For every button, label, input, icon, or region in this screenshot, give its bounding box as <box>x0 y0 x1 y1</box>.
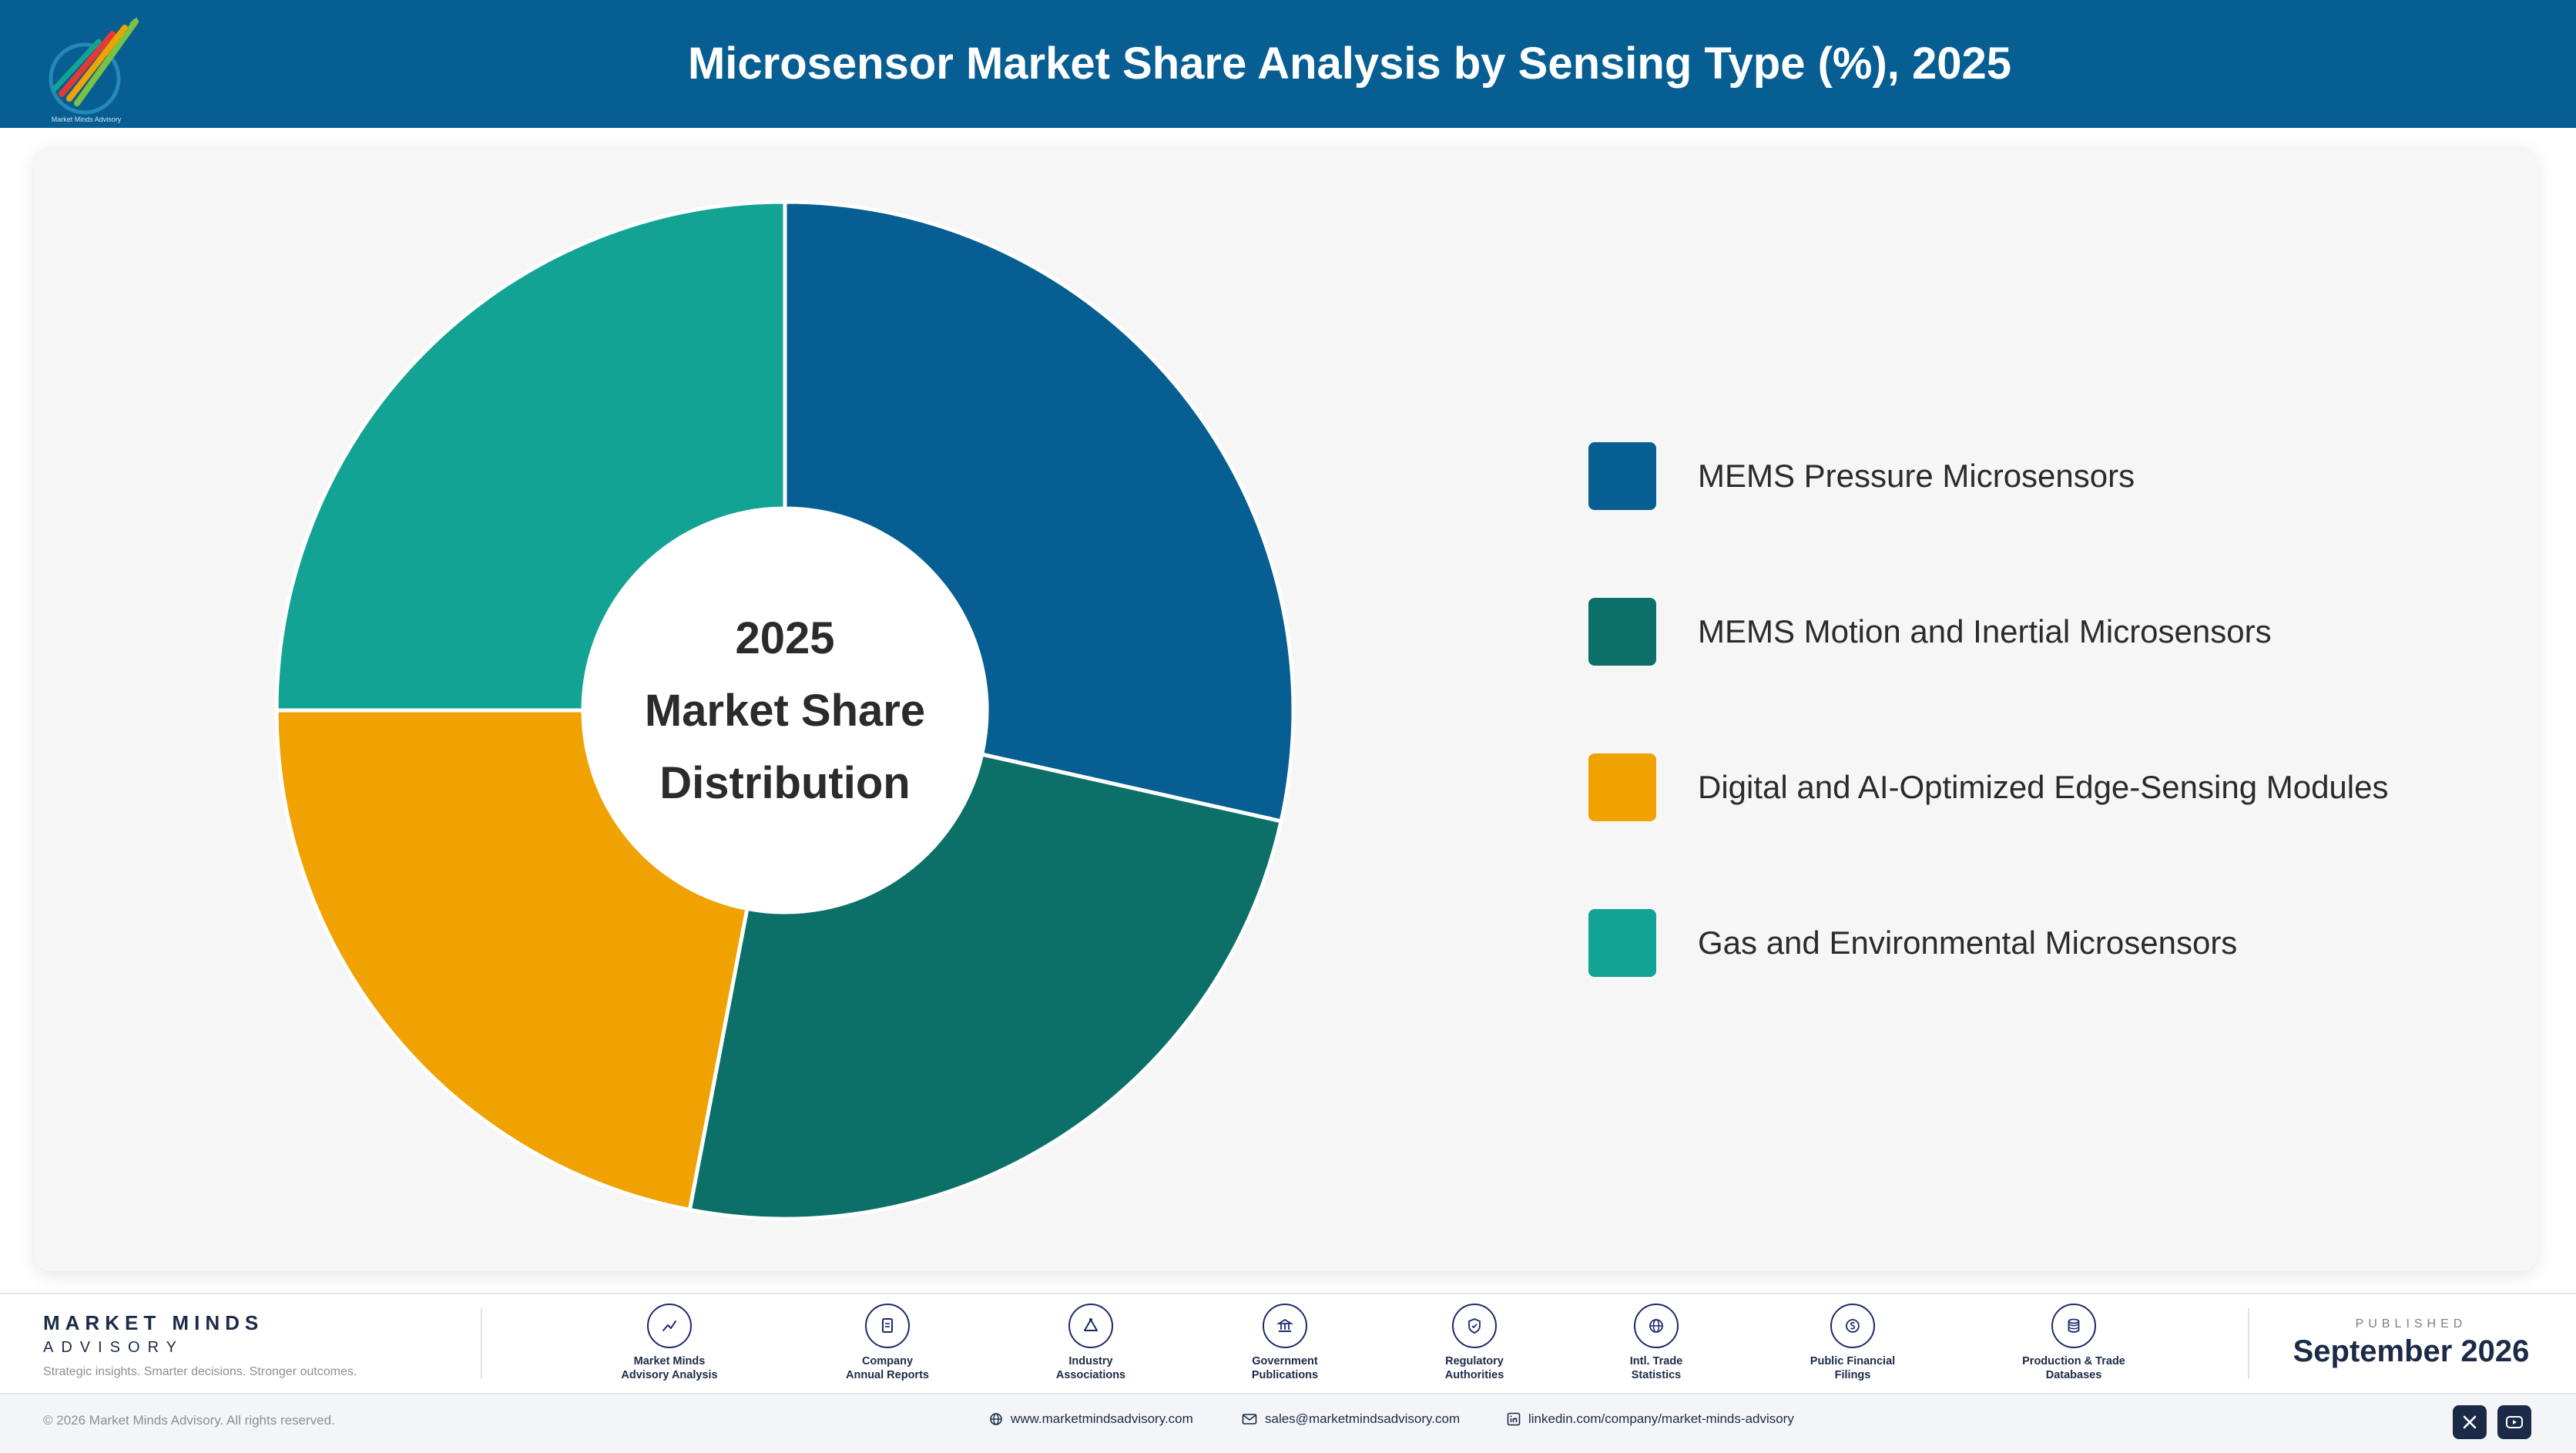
document-icon <box>865 1304 910 1348</box>
globe-icon <box>1634 1304 1679 1348</box>
globe-icon <box>990 1413 1002 1425</box>
footer: MARKET MINDS ADVISORY Strategic insights… <box>0 1293 2576 1453</box>
email-text: sales@marketmindsadvisory.com <box>1265 1411 1461 1426</box>
bottom-bar: © 2026 Market Minds Advisory. All rights… <box>0 1393 2576 1453</box>
youtube-social-button[interactable] <box>2497 1405 2531 1439</box>
company-logo-icon: Market Minds Advisory <box>49 17 139 123</box>
source-item: Government Publications <box>1200 1304 1370 1382</box>
legend-swatch <box>1588 909 1656 977</box>
source-label: Company Annual Reports <box>846 1355 929 1381</box>
shield-check-icon <box>1452 1304 1497 1348</box>
legend-swatch <box>1588 753 1656 821</box>
legend-label: MEMS Motion and Inertial Microsensors <box>1698 613 2272 649</box>
mail-icon <box>1242 1414 1257 1424</box>
source-label: Public Financial Filings <box>1810 1355 1896 1381</box>
legend-label: Digital and AI-Optimized Edge-Sensing Mo… <box>1698 769 2389 805</box>
legend-item: MEMS Pressure Microsensors <box>1588 442 2513 512</box>
legend-swatch <box>1588 598 1656 666</box>
legend-item: Digital and AI-Optimized Edge-Sensing Mo… <box>1588 753 2513 823</box>
linkedin-text: linkedin.com/company/market-minds-adviso… <box>1528 1411 1794 1426</box>
brand-subtitle: ADVISORY <box>43 1339 184 1356</box>
copyright-text: © 2026 Market Minds Advisory. All rights… <box>43 1413 335 1428</box>
source-item: Public Financial Filings <box>1768 1304 1937 1382</box>
source-label: Regulatory Authorities <box>1444 1355 1504 1381</box>
center-label-line: Distribution <box>659 758 910 808</box>
chart-card: 2025 Market Share Distribution MEMS Pressu… <box>34 146 2537 1271</box>
legend-label: Gas and Environmental Microsensors <box>1698 924 2238 961</box>
footer-divider <box>2248 1308 2249 1379</box>
source-item: Market Minds Advisory Analysis <box>585 1304 754 1382</box>
page-title: Microsensor Market Share Analysis by Sen… <box>687 39 2012 89</box>
website-link[interactable]: www.marketmindsadvisory.com <box>989 1411 1193 1427</box>
logo-caption: Market Minds Advisory <box>52 116 122 123</box>
email-link[interactable]: sales@marketmindsadvisory.com <box>1242 1411 1460 1427</box>
published-date: September 2026 <box>2293 1334 2530 1368</box>
source-label: Market Minds Advisory Analysis <box>621 1355 718 1381</box>
currency-icon <box>1830 1304 1875 1348</box>
donut-chart: 2025 Market Share Distribution <box>274 200 1296 1221</box>
center-label-line: 2025 <box>735 613 834 663</box>
government-building-icon <box>1263 1304 1307 1348</box>
website-text: www.marketmindsadvisory.com <box>1011 1411 1193 1426</box>
source-label: Government Publications <box>1251 1355 1319 1381</box>
published-label: PUBLISHED <box>2355 1317 2467 1331</box>
youtube-icon <box>2506 1416 2523 1428</box>
source-item: Intl. Trade Statistics <box>1571 1304 1741 1382</box>
header-bar: Market Minds Advisory Microsensor Market… <box>0 0 2576 128</box>
donut-center <box>583 508 987 912</box>
legend-swatch <box>1588 442 1656 510</box>
source-label: Industry Associations <box>1055 1355 1126 1381</box>
trend-line-icon <box>647 1304 692 1348</box>
source-label: Production & Trade Databases <box>2022 1355 2125 1381</box>
brand-name: MARKET MINDS <box>43 1311 264 1334</box>
legend-item: Gas and Environmental Microsensors <box>1588 909 2513 978</box>
database-icon <box>2051 1304 2096 1348</box>
source-label: Intl. Trade Statistics <box>1629 1355 1683 1381</box>
source-item: Regulatory Authorities <box>1390 1304 1559 1382</box>
legend-item: MEMS Motion and Inertial Microsensors <box>1588 598 2513 667</box>
source-item: Company Annual Reports <box>803 1304 972 1382</box>
x-social-button[interactable] <box>2453 1405 2487 1439</box>
brand-tagline: Strategic insights. Smarter decisions. S… <box>43 1365 357 1378</box>
footer-divider <box>481 1308 482 1379</box>
source-item: Production & Trade Databases <box>1989 1304 2158 1382</box>
center-label-line: Market Share <box>645 686 925 736</box>
linkedin-icon <box>1507 1412 1521 1426</box>
source-item: Industry Associations <box>1006 1304 1176 1382</box>
x-icon <box>2463 1415 2477 1429</box>
linkedin-link[interactable]: linkedin.com/company/market-minds-adviso… <box>1507 1411 1794 1427</box>
network-icon <box>1068 1304 1113 1348</box>
legend-label: MEMS Pressure Microsensors <box>1698 458 2135 494</box>
